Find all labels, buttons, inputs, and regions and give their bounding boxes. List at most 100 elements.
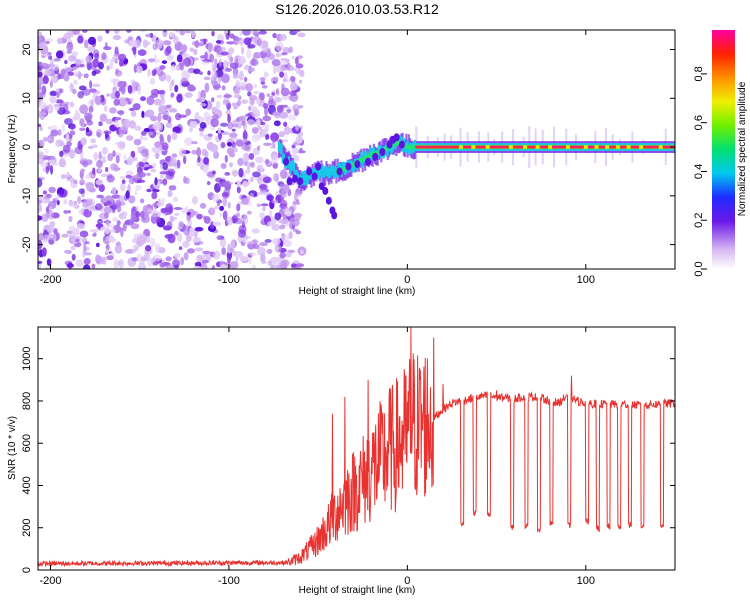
track-core	[533, 145, 537, 149]
noise-blob	[248, 255, 253, 265]
noise-blob	[128, 177, 134, 185]
noise-blob	[204, 82, 210, 93]
noise-blob	[175, 30, 180, 33]
noise-blob	[178, 114, 188, 118]
spectrogram-y-ticks: -20 -10 0 10 20	[21, 43, 675, 253]
noise-blob	[259, 241, 268, 247]
noise-blob	[271, 223, 281, 231]
noise-blob	[294, 56, 299, 65]
track-mid	[324, 166, 327, 177]
noise-blob	[108, 222, 115, 229]
noise-blob	[74, 58, 82, 67]
noise-blob	[106, 65, 110, 71]
noise-blob	[279, 111, 289, 119]
noise-blob	[112, 150, 116, 157]
noise-blob	[139, 198, 145, 204]
noise-blob	[137, 171, 146, 178]
track-inner	[361, 157, 364, 162]
track-inner	[358, 158, 361, 164]
track-core	[422, 145, 425, 149]
noise-blob	[41, 85, 47, 96]
track-mid	[330, 165, 333, 176]
track-core	[577, 145, 580, 149]
noise-blob	[98, 168, 102, 173]
noise-blob	[250, 161, 255, 169]
noise-blob	[185, 108, 192, 116]
track-core	[552, 145, 555, 149]
noise-blob	[284, 240, 292, 247]
noise-blob	[75, 259, 84, 267]
track-blob	[325, 196, 332, 205]
snr-frame	[37, 326, 676, 571]
noise-blob	[259, 77, 266, 82]
noise-blob	[137, 49, 147, 57]
noise-blob	[280, 190, 288, 199]
track-core	[456, 145, 459, 149]
noise-blob	[83, 252, 92, 256]
noise-blob	[162, 178, 168, 186]
noise-blob	[271, 154, 278, 164]
noise-blob	[48, 210, 54, 221]
track-core	[612, 145, 615, 149]
noise-blob	[284, 64, 289, 68]
track-core	[442, 145, 445, 149]
noise-blob	[125, 174, 132, 179]
noise-blob	[252, 30, 259, 35]
noise-blob	[111, 194, 121, 199]
colorbar: 0.0 0.2 0.4 0.6 0.8 Normalized spectral ampl…	[693, 30, 748, 277]
track-core	[531, 145, 534, 149]
noise-blob	[203, 156, 210, 165]
noise-blob	[235, 80, 240, 89]
track-halo	[351, 152, 354, 171]
y-tick-label: -10	[21, 188, 33, 204]
noise-blob	[152, 162, 157, 169]
y-tick-label: 0	[21, 567, 33, 573]
noise-blob	[221, 191, 229, 198]
track-gap	[485, 145, 490, 149]
noise-blob	[63, 249, 72, 254]
track-mid	[281, 153, 284, 164]
noise-blob	[232, 73, 238, 80]
noise-blob	[182, 58, 189, 65]
track-core	[562, 145, 565, 149]
noise-blob	[199, 103, 207, 107]
noise-blob	[85, 182, 95, 192]
noise-blob	[38, 203, 42, 213]
noise-blob	[80, 137, 87, 146]
noise-blob	[215, 100, 221, 109]
snr-x-label: Height of straight line (km)	[299, 585, 416, 596]
noise-blob	[100, 173, 108, 178]
noise-blob	[132, 46, 137, 56]
noise-blob	[213, 151, 220, 159]
track-core	[578, 145, 582, 149]
noise-blob	[246, 210, 252, 215]
noise-blob	[44, 69, 52, 76]
noise-blob	[258, 30, 267, 35]
track-inner	[412, 144, 415, 150]
noise-blob	[237, 85, 247, 91]
track-core	[497, 145, 500, 149]
noise-blob	[159, 262, 166, 268]
noise-blob	[227, 254, 231, 264]
noise-blob	[203, 215, 207, 221]
track-blob	[322, 186, 329, 195]
noise-blob	[299, 249, 304, 255]
noise-blob	[42, 190, 48, 195]
noise-blob	[167, 134, 171, 143]
track-core	[507, 145, 510, 149]
noise-blob	[215, 68, 224, 78]
track-core	[598, 145, 602, 149]
track-core	[588, 145, 592, 149]
noise-blob	[77, 196, 82, 204]
noise-blob	[44, 266, 51, 269]
y-tick-label: 800	[21, 392, 33, 410]
track-core	[643, 145, 647, 149]
track-core	[432, 145, 435, 149]
noise-blob	[254, 134, 264, 139]
noise-blob	[72, 30, 80, 35]
noise-blob	[237, 181, 242, 188]
noise-blob	[79, 104, 89, 115]
noise-blob	[113, 30, 120, 35]
track-inner	[392, 142, 395, 148]
noise-blob	[48, 186, 56, 194]
